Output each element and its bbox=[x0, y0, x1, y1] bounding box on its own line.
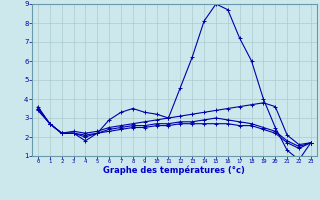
X-axis label: Graphe des températures (°c): Graphe des températures (°c) bbox=[103, 166, 245, 175]
